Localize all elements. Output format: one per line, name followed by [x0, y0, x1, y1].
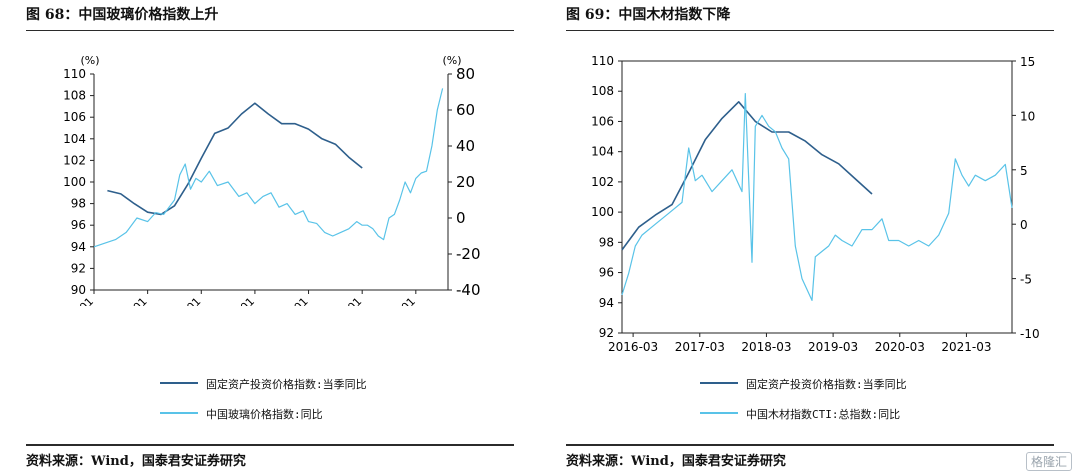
- legend-label: 中国木材指数CTI:总指数:同比: [746, 408, 901, 421]
- series-line-2: [93, 88, 444, 248]
- timber-chart-svg: 92 94 96 98 100 102 104 106 108 110 -10 -5 0 5 10 15 201…: [591, 54, 1040, 354]
- right-axis-tick-label: 80: [456, 65, 475, 83]
- left-axis-tick-label: 92: [71, 261, 86, 275]
- right-axis-tick-label: -10: [1020, 327, 1040, 341]
- x-axis-tick-label: 2020-01: [323, 295, 365, 306]
- right-axis-tick-label: 0: [1020, 218, 1028, 232]
- left-axis-tick-label: 96: [599, 266, 614, 280]
- left-axis-tick-label: 100: [591, 205, 614, 219]
- series-line-1: [107, 102, 363, 216]
- x-axis-tick-label: 2019-01: [269, 295, 311, 306]
- left-axis-tick-label: 108: [63, 89, 86, 103]
- x-axis-tick-label: 2021-03: [941, 340, 991, 354]
- x-axis-tick-label: 2017-01: [162, 295, 204, 306]
- left-axis-tick-label: 110: [591, 54, 614, 68]
- right-axis-tick-label: -40: [456, 281, 481, 299]
- x-axis-tick-label: 2016-03: [608, 340, 658, 354]
- right-axis-tick-label: 0: [456, 209, 466, 227]
- source-note: 资料来源：Wind，国泰君安证券研究: [566, 454, 786, 469]
- legend-label: 固定资产投资价格指数:当季同比: [746, 378, 907, 391]
- figure-title: 图 68：中国玻璃价格指数上升: [26, 7, 219, 23]
- left-axis-tick-label: 100: [63, 175, 86, 189]
- left-axis-tick-label: 94: [599, 296, 614, 310]
- x-axis-tick-label: 2018-03: [741, 340, 791, 354]
- right-axis-tick-label: 40: [456, 137, 475, 155]
- left-axis-tick-label: 98: [599, 235, 614, 249]
- title-divider: [566, 30, 1054, 31]
- left-axis-tick-label: 110: [63, 67, 86, 81]
- legend-swatch: [160, 412, 198, 414]
- legend-swatch: [700, 412, 738, 414]
- left-axis-tick-label: 94: [71, 240, 86, 254]
- left-axis-tick-label: 90: [71, 283, 86, 297]
- left-axis-tick-label: 98: [71, 197, 86, 211]
- bottom-divider: [566, 444, 1054, 446]
- series-line-2: [621, 92, 1013, 301]
- right-axis-tick-label: 15: [1020, 55, 1035, 69]
- left-axis-tick-label: 104: [591, 145, 614, 159]
- legend-swatch: [700, 382, 738, 384]
- x-axis-tick-label: 2018-01: [215, 295, 257, 306]
- x-axis-tick-label: 2017-03: [675, 340, 725, 354]
- x-axis-tick-label: 2019-03: [808, 340, 858, 354]
- left-axis-tick-label: 104: [63, 132, 86, 146]
- left-axis-tick-label: 106: [63, 110, 86, 124]
- series-line-1: [621, 101, 873, 251]
- plot-frame: [621, 60, 1013, 334]
- right-axis-tick-label: 20: [456, 173, 475, 191]
- x-axis-tick-label: 2020-03: [875, 340, 925, 354]
- left-axis-tick-label: 102: [63, 153, 86, 167]
- right-axis-tick-label: 60: [456, 101, 475, 119]
- legend-label: 固定资产投资价格指数:当季同比: [206, 378, 367, 391]
- right-axis-unit: (%): [442, 54, 461, 67]
- watermark-logo: 格隆汇: [1025, 452, 1072, 471]
- figure-title: 图 69：中国木材指数下降: [566, 7, 731, 23]
- chart-panel-timber: 图 69：中国木材指数下降 92 94 96 98 100 102 104 106 108 110…: [540, 0, 1080, 475]
- chart-panel-glass: 图 68：中国玻璃价格指数上升 (%) (%) 90 92 94 96 98 100 102 10…: [26, 7, 514, 469]
- x-axis-tick-label: 2016-01: [108, 295, 150, 306]
- right-axis-tick-label: 5: [1020, 164, 1028, 178]
- left-axis-tick-label: 106: [591, 114, 614, 128]
- title-divider: [26, 30, 514, 31]
- source-note: 资料来源：Wind，国泰君安证券研究: [26, 454, 246, 469]
- x-axis-tick-label: 2021-01: [376, 295, 418, 306]
- bottom-divider: [26, 444, 514, 446]
- left-axis-tick-label: 92: [599, 326, 614, 340]
- left-axis-tick-label: 102: [591, 175, 614, 189]
- legend-label: 中国玻璃价格指数:同比: [206, 408, 323, 421]
- left-axis-tick-label: 96: [71, 218, 86, 232]
- legend-swatch: [160, 382, 198, 384]
- right-axis-tick-label: -5: [1020, 273, 1032, 287]
- right-axis-tick-label: -20: [456, 245, 481, 263]
- left-axis-unit: (%): [80, 54, 99, 67]
- left-axis-tick-label: 108: [591, 84, 614, 98]
- right-axis-tick-label: 10: [1020, 109, 1035, 123]
- glass-chart-svg: (%) (%) 90 92 94 96 98 100 102 104 106 108 110 -40 -20…: [54, 54, 481, 306]
